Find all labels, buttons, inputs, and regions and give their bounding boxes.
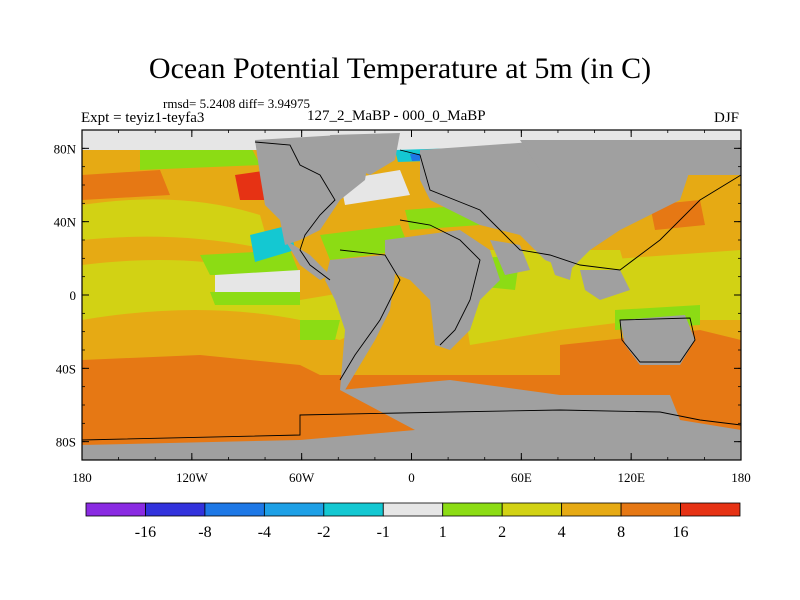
green-south-america <box>300 320 340 340</box>
y-tick-label: 40S <box>56 361 76 376</box>
coastlines <box>82 141 741 441</box>
colorbar-swatch <box>145 502 206 517</box>
green-pacific-1 <box>200 250 300 275</box>
x-tick-label: 120W <box>176 470 209 485</box>
x-tick-label: 60W <box>289 470 315 485</box>
colorbar-label: 4 <box>558 524 566 541</box>
x-tick-label: 180 <box>731 470 751 485</box>
map-field <box>82 130 741 460</box>
colorbar-label: -4 <box>258 524 271 541</box>
stats-text: rmsd= 5.2408 diff= 3.94975 <box>163 96 310 111</box>
y-tick-label: 80N <box>54 141 77 156</box>
colorbar-swatch <box>680 502 741 517</box>
land <box>82 133 741 460</box>
north-pacific-yellow <box>82 199 270 250</box>
x-tick-label: 180 <box>72 470 92 485</box>
x-tick-label: 0 <box>408 470 415 485</box>
colorbar-label: 2 <box>498 524 506 541</box>
period-label: 127_2_MaBP - 000_0_MaBP <box>307 108 486 124</box>
colorbar: -16 -8 -4 -2 -1 1 2 4 8 16 <box>85 502 741 541</box>
colorbar-label: -2 <box>317 524 330 541</box>
axis-labels: 180 120W 60W 0 60E 120E 180 80N 40N 0 40S 80S <box>54 141 751 485</box>
white-pacific <box>215 270 300 292</box>
colorbar-label: 16 <box>673 524 689 541</box>
west-pacific-yellow <box>600 250 741 320</box>
colorbar-swatch <box>561 502 622 517</box>
experiment-label: Expt = teyiz1-teyfa3 <box>81 110 205 126</box>
season-label: DJF <box>713 110 739 126</box>
colorbar-label: 8 <box>617 524 625 541</box>
colorbar-swatch <box>620 502 681 517</box>
green-arctic <box>140 145 260 170</box>
y-tick-label: 80S <box>56 435 76 450</box>
colorbar-label: -8 <box>198 524 211 541</box>
chart-title: Ocean Potential Temperature at 5m (in C) <box>148 52 652 85</box>
colorbar-swatch <box>382 502 444 517</box>
y-tick-label: 0 <box>70 288 77 303</box>
x-tick-label: 60E <box>511 470 532 485</box>
colorbar-swatch <box>204 502 265 517</box>
colorbar-swatch <box>85 502 146 517</box>
colorbar-label: 1 <box>439 524 447 541</box>
green-pacific-2 <box>210 290 300 305</box>
x-tick-label: 120E <box>617 470 645 485</box>
axis-ticks <box>81 129 742 461</box>
colorbar-label: -16 <box>135 524 156 541</box>
colorbar-swatch <box>323 502 384 517</box>
colorbar-label: -1 <box>377 524 390 541</box>
orange-north-pacific <box>82 170 170 200</box>
colorbar-swatch <box>501 502 563 517</box>
southern-ocean-patch <box>82 355 340 390</box>
colorbar-swatch <box>442 502 503 517</box>
y-tick-label: 40N <box>54 215 77 230</box>
colorbar-swatch <box>263 502 325 517</box>
